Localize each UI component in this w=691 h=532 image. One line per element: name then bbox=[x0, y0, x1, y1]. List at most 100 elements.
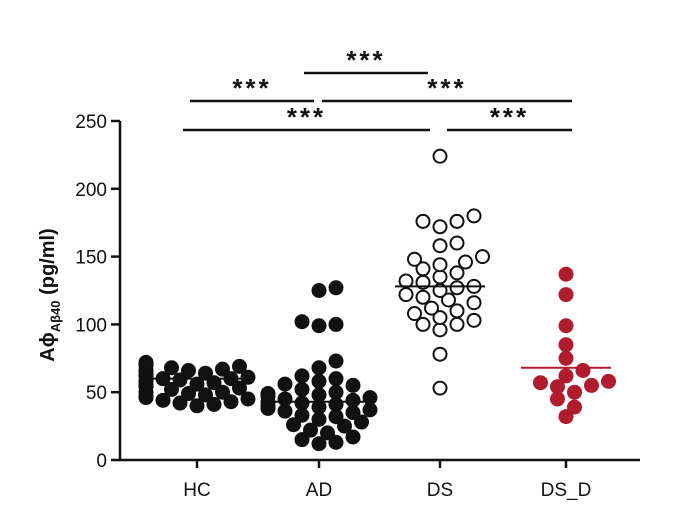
y-tick-label: 0 bbox=[96, 451, 107, 472]
data-point-ad bbox=[311, 436, 327, 452]
data-point-ds-d bbox=[601, 373, 616, 389]
data-point-ds bbox=[415, 213, 431, 229]
data-point-ds-d bbox=[533, 375, 548, 391]
data-point-ds bbox=[415, 261, 431, 277]
data-point-ds-d bbox=[558, 368, 574, 384]
data-point-ad bbox=[260, 386, 276, 402]
data-point-ds bbox=[432, 257, 448, 273]
y-axis-label-main: Aϕ bbox=[37, 332, 59, 361]
data-point-hc bbox=[240, 369, 256, 385]
y-axis-label-unit: (pg/ml) bbox=[37, 228, 59, 300]
significance-label: *** bbox=[346, 45, 385, 75]
data-point-ds bbox=[466, 312, 482, 328]
data-point-ad bbox=[294, 381, 310, 397]
data-point-ad bbox=[328, 371, 344, 387]
data-point-ds bbox=[415, 316, 431, 332]
data-point-ad bbox=[328, 280, 344, 296]
data-point-hc bbox=[232, 380, 247, 396]
data-point-ad bbox=[328, 353, 344, 369]
data-point-ds-d bbox=[558, 318, 574, 334]
data-point-ad bbox=[311, 387, 327, 403]
y-axis-label: AϕAβ40 (pg/ml) bbox=[37, 228, 63, 361]
data-point-ad bbox=[311, 318, 327, 334]
data-point-ad bbox=[328, 316, 344, 332]
data-point-hc bbox=[155, 392, 171, 408]
x-tick-label: AD bbox=[306, 480, 332, 501]
data-point-ds bbox=[449, 265, 465, 281]
data-point-ds bbox=[432, 148, 448, 164]
x-axis: HC AD DS DS_D bbox=[119, 458, 640, 501]
data-point-ds-d bbox=[550, 379, 565, 395]
data-point-ad bbox=[277, 391, 293, 407]
data-point-hc bbox=[206, 396, 222, 412]
data-point-ad bbox=[311, 373, 327, 389]
data-point-ds-d bbox=[558, 287, 574, 303]
significance-label: *** bbox=[427, 73, 466, 103]
data-point-ds bbox=[458, 254, 473, 270]
data-point-ad bbox=[311, 360, 327, 376]
x-tick-label: HC bbox=[183, 480, 210, 501]
data-points bbox=[138, 148, 616, 452]
data-point-ds bbox=[432, 269, 448, 285]
data-point-ds bbox=[449, 316, 465, 332]
data-point-ds-d bbox=[567, 384, 582, 400]
data-point-ad bbox=[337, 418, 352, 434]
data-point-ad bbox=[311, 283, 327, 298]
data-point-ad bbox=[294, 314, 310, 330]
data-point-ad bbox=[303, 422, 318, 438]
data-point-ds bbox=[432, 310, 448, 326]
y-tick-label: 100 bbox=[75, 315, 107, 336]
data-point-ad bbox=[277, 376, 293, 392]
data-point-ds bbox=[449, 235, 465, 251]
data-point-ds bbox=[466, 295, 482, 311]
data-point-ad bbox=[286, 417, 301, 433]
data-point-ds bbox=[432, 346, 448, 362]
data-point-ds-d bbox=[558, 409, 574, 425]
data-point-hc bbox=[181, 386, 196, 402]
y-tick-label: 250 bbox=[75, 112, 107, 133]
data-point-ds bbox=[398, 273, 414, 289]
data-point-hc bbox=[198, 365, 213, 381]
data-point-ad bbox=[362, 390, 378, 406]
y-axis-label-subscript: Aβ40 bbox=[48, 300, 63, 332]
data-point-ds bbox=[449, 303, 465, 319]
data-point-ds-d bbox=[575, 363, 591, 379]
data-point-hc bbox=[172, 372, 188, 388]
data-point-hc bbox=[138, 354, 154, 370]
data-point-hc bbox=[215, 384, 230, 400]
data-point-hc bbox=[223, 394, 239, 410]
data-point-ds bbox=[424, 300, 439, 316]
data-point-hc bbox=[164, 381, 179, 397]
data-point-hc bbox=[189, 398, 205, 414]
data-point-ad bbox=[328, 434, 344, 450]
x-tick-label: DS_D bbox=[541, 480, 592, 501]
data-point-ad bbox=[294, 432, 310, 448]
data-point-ds bbox=[398, 287, 414, 303]
y-tick-label: 150 bbox=[75, 248, 107, 269]
data-point-ds bbox=[407, 251, 422, 267]
data-point-hc bbox=[215, 361, 230, 377]
y-tick-label: 200 bbox=[75, 180, 107, 201]
data-point-ds bbox=[415, 289, 431, 305]
data-point-ds bbox=[441, 292, 456, 308]
data-point-ds bbox=[475, 249, 490, 265]
y-tick-label: 50 bbox=[86, 383, 107, 404]
data-point-ad bbox=[345, 429, 361, 445]
x-tick-label: DS bbox=[427, 480, 453, 501]
data-point-ad bbox=[294, 368, 310, 384]
data-point-hc bbox=[181, 363, 196, 379]
significance-label: *** bbox=[232, 73, 271, 103]
data-point-hc bbox=[189, 376, 205, 392]
data-point-ds bbox=[449, 213, 465, 229]
data-point-ds bbox=[432, 238, 448, 254]
data-point-ds-d bbox=[558, 337, 574, 353]
data-point-ds bbox=[449, 280, 465, 296]
data-point-ds bbox=[432, 380, 448, 396]
data-point-ds bbox=[466, 208, 482, 224]
data-point-ad bbox=[345, 392, 361, 408]
data-point-ad bbox=[354, 414, 369, 430]
data-point-ds-d bbox=[584, 377, 599, 393]
data-point-hc bbox=[232, 358, 247, 374]
data-point-hc bbox=[172, 395, 188, 411]
